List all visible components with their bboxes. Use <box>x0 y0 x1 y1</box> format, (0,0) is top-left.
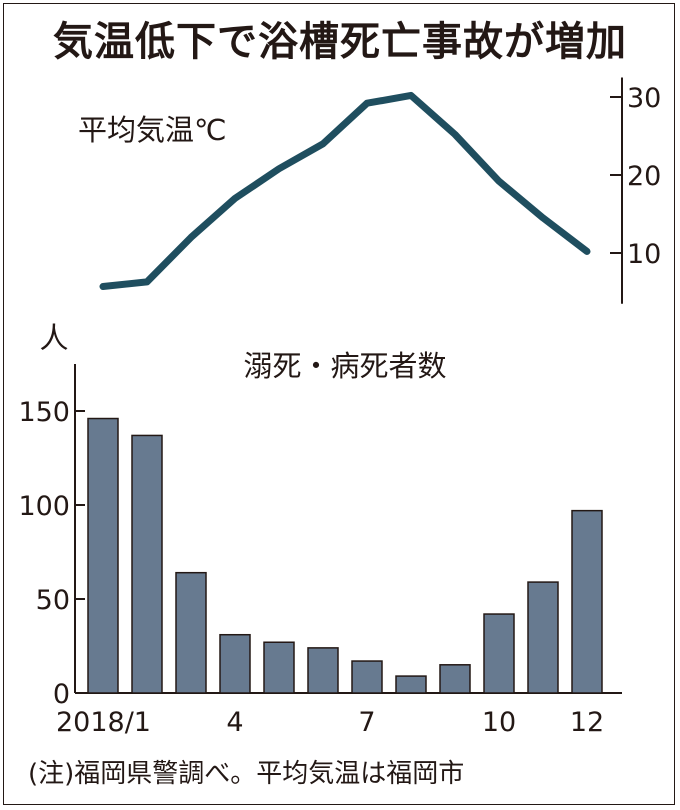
bar <box>263 641 295 694</box>
temperature-y-tick-label: 10 <box>627 239 661 270</box>
bar <box>219 633 251 694</box>
bar-y-tick-label: 100 <box>18 491 70 522</box>
bar <box>483 613 515 694</box>
temperature-chart-title: 平均気温℃ <box>78 113 227 147</box>
bar <box>351 660 383 694</box>
bar <box>395 675 427 694</box>
bar-y-tick-label: 150 <box>18 397 70 428</box>
figure-title: 気温低下で浴槽死亡事故が増加 <box>53 19 627 65</box>
temperature-y-tick-label: 20 <box>627 161 661 192</box>
figure-frame <box>3 3 675 805</box>
bar-x-tick-label: 7 <box>358 707 375 738</box>
source-note: (注)福岡県警調べ。平均気温は福岡市 <box>28 759 465 789</box>
bar-x-tick-label: 2018/1 <box>56 707 151 738</box>
bar-chart-title: 溺死・病死者数 <box>243 349 446 383</box>
temperature-series-line <box>99 91 591 291</box>
bar <box>87 417 119 694</box>
bar <box>307 647 339 694</box>
bar <box>131 434 163 694</box>
bar <box>527 581 559 694</box>
bar-x-tick-label: 4 <box>226 707 243 738</box>
bar-y-tick-label: 50 <box>36 585 70 616</box>
bar <box>175 571 207 694</box>
bar-x-tick-label: 10 <box>482 707 516 738</box>
bar-y-axis-unit: 人 <box>39 321 68 355</box>
bar-x-tick-label: 12 <box>570 707 604 738</box>
bar <box>439 664 471 694</box>
bar <box>571 509 603 694</box>
bar-y-tick-label: 0 <box>53 679 70 710</box>
temperature-y-tick-label: 30 <box>627 83 661 114</box>
